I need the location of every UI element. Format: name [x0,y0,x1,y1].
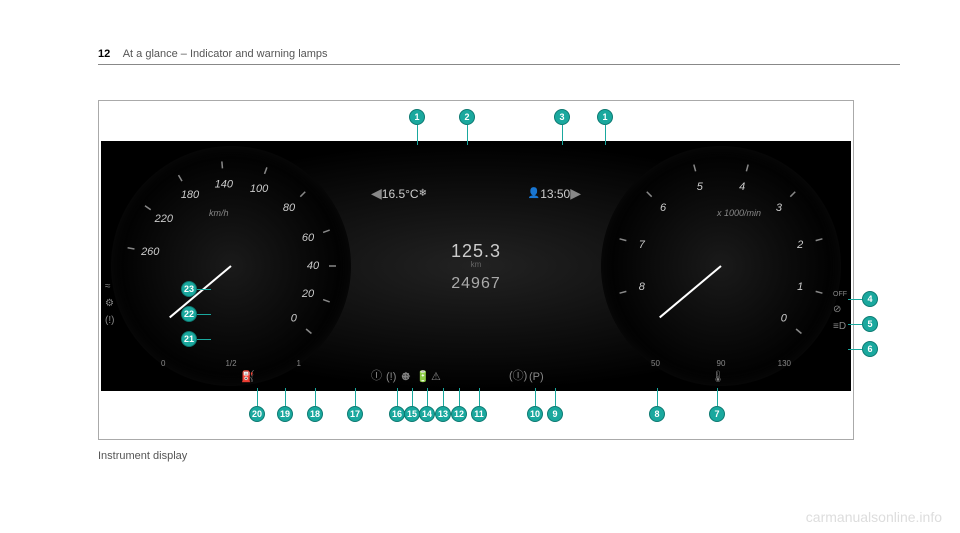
callout-18: 18 [307,406,323,422]
callout-2: 2 [459,109,475,125]
snowflake-icon: ❄ [419,188,427,199]
center-display: 125.3 km 24967 [401,241,551,293]
svg-text:5: 5 [697,181,704,193]
svg-text:0: 0 [291,313,298,325]
svg-text:60: 60 [302,232,315,244]
svg-text:6: 6 [660,202,667,214]
page-number: 12 [98,48,110,60]
svg-text:220: 220 [154,213,174,225]
page-header: 12 At a glance – Indicator and warning l… [98,48,900,65]
warning-icon: (Ⓘ) [509,367,527,383]
callout-5: 5 [862,316,878,332]
svg-text:4: 4 [739,181,745,193]
svg-text:40: 40 [307,260,320,272]
cluster-top-bar: ◀ 16.5°C ❄ 👤 13:50 ▶ [371,185,581,202]
svg-text:8: 8 [639,281,646,293]
callout-6: 6 [862,341,878,357]
engine-icon: ⚙ [105,298,114,309]
callout-23: 23 [181,281,197,297]
warning-icon: (!) [386,371,396,383]
callout-13: 13 [435,406,451,422]
svg-text:20: 20 [301,288,315,300]
callout-1: 1 [409,109,425,125]
svg-text:3: 3 [776,202,783,214]
svg-text:260: 260 [140,246,160,258]
left-warning-icons: ≈ ⚙ (!) [105,281,114,326]
tachometer-gauge: 012345678 x 1000/min 50 90 130 [601,146,841,386]
odometer-value: 24967 [401,275,551,293]
svg-text:2: 2 [796,239,803,251]
trip-unit: km [401,260,551,269]
callout-20: 20 [249,406,265,422]
svg-text:7: 7 [639,239,646,251]
coolant-icon: ≈ [105,281,114,292]
callout-11: 11 [471,406,487,422]
instrument-cluster: ◀ 16.5°C ❄ 👤 13:50 ▶ 0204060801001401802… [101,141,851,391]
esp-icon: ⊘ [833,304,847,315]
warning-icon: ⚠ [431,370,441,383]
section-title: At a glance – Indicator and warning lamp… [123,48,328,60]
svg-text:140: 140 [215,178,234,190]
watermark-text: carmanualsonline.info [806,509,942,525]
svg-text:180: 180 [181,189,200,201]
warning-icon: ⛽ [241,370,255,383]
right-arrow-icon: ▶ [570,185,581,202]
callout-1: 1 [597,109,613,125]
callout-10: 10 [527,406,543,422]
callout-14: 14 [419,406,435,422]
seatbelt-icon: 👤 [528,188,540,199]
clock-time: 13:50 [540,187,570,201]
bottom-warning-row: ⛽Ⓘ(!)⊕🔋☸⚠(Ⓘ)(P)🌡 [101,367,851,385]
callout-21: 21 [181,331,197,347]
callout-22: 22 [181,306,197,322]
svg-text:1: 1 [797,281,803,293]
callout-19: 19 [277,406,293,422]
callout-17: 17 [347,406,363,422]
warning-icon: 🌡 [711,370,725,383]
callout-12: 12 [451,406,467,422]
brake-icon: (!) [105,315,114,326]
callout-7: 7 [709,406,725,422]
speedometer-gauge: 020406080100140180220260 km/h 0 1/2 1 [111,146,351,386]
callout-16: 16 [389,406,405,422]
right-warning-icons: OFF ⊘ ≡D [833,291,847,332]
trip-value: 125.3 [401,241,551,262]
callout-3: 3 [554,109,570,125]
figure-frame: ◀ 16.5°C ❄ 👤 13:50 ▶ 0204060801001401802… [98,100,854,440]
headlamp-icon: ≡D [833,321,847,332]
speedo-unit: km/h [209,208,229,218]
svg-text:100: 100 [250,183,269,195]
left-arrow-icon: ◀ [371,185,382,202]
outside-temp: 16.5°C [382,187,419,201]
warning-icon: Ⓘ [371,367,382,383]
warning-icon: 🔋 [416,370,430,383]
svg-text:0: 0 [781,313,788,325]
warning-icon: (P) [529,371,544,383]
callout-15: 15 [404,406,420,422]
tacho-unit: x 1000/min [717,208,761,218]
callout-4: 4 [862,291,878,307]
esp-off-icon: OFF [833,291,847,298]
callout-8: 8 [649,406,665,422]
figure-caption: Instrument display [98,450,187,462]
svg-text:80: 80 [283,202,296,214]
callout-9: 9 [547,406,563,422]
warning-icon: ☸ [401,370,411,383]
